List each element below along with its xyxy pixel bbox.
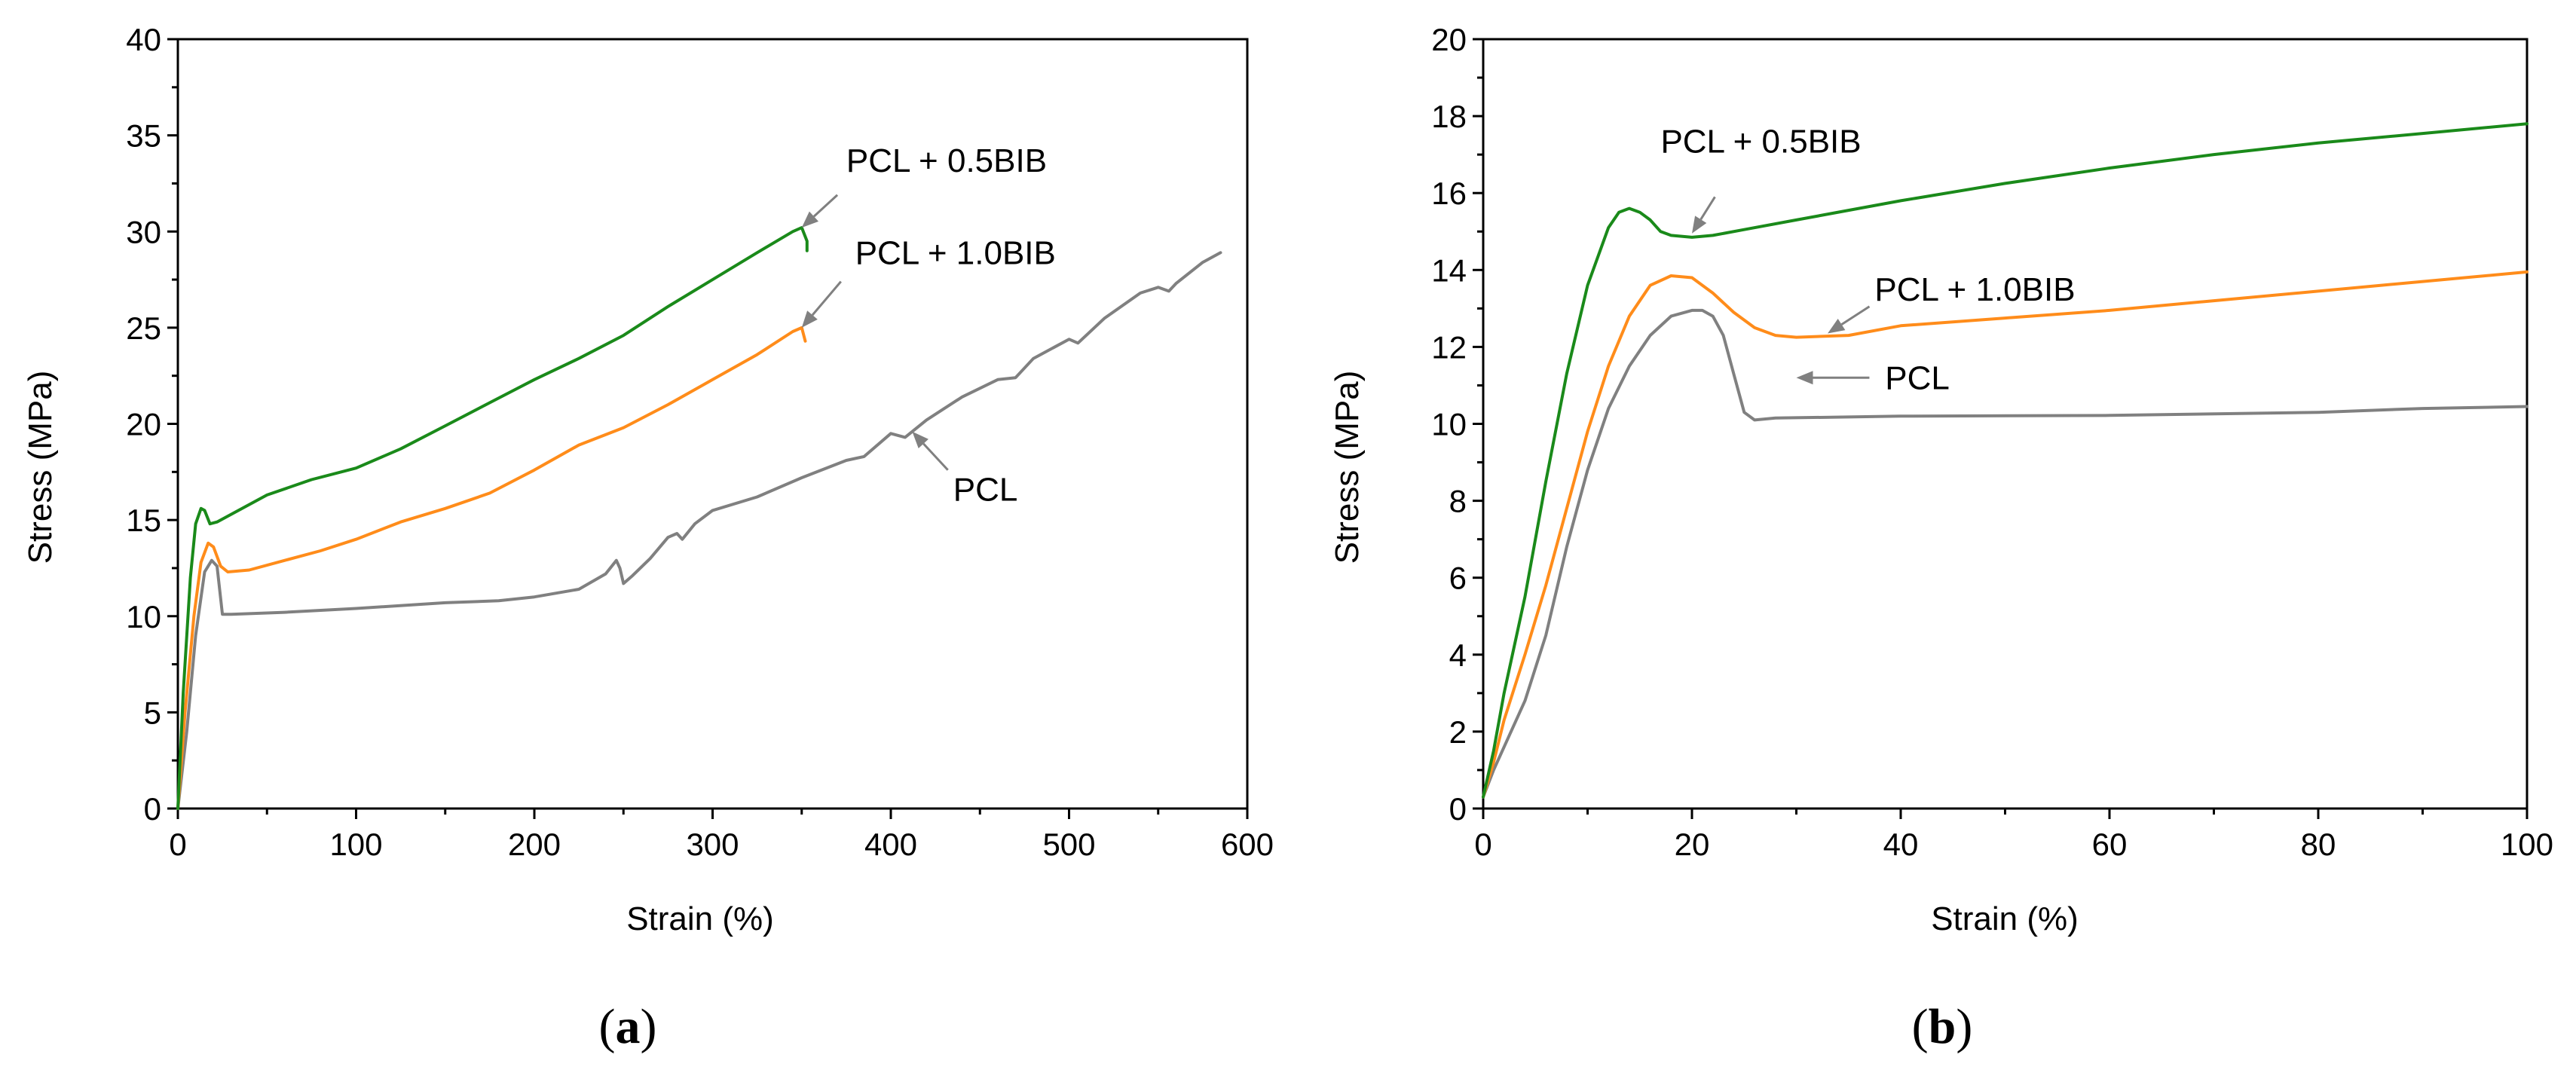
panel-b-annotations: PCL + 0.5BIB PCL + 1.0BIB PCL bbox=[1660, 124, 2075, 397]
y-tick-label: 10 bbox=[1431, 407, 1467, 442]
annotation-arrow bbox=[1840, 305, 1871, 326]
panel-a-x-axis-title: Strain (%) bbox=[626, 900, 774, 937]
x-tick-label: 300 bbox=[686, 827, 739, 862]
y-tick-label: 35 bbox=[126, 118, 161, 154]
panel-a-y-ticks: 0 5 10 15 20 25 30 35 40 bbox=[126, 22, 178, 827]
panel-a-series-group bbox=[176, 226, 1222, 810]
y-tick-label: 10 bbox=[126, 599, 161, 634]
panel-b-y-ticks: 0 2 4 6 8 10 12 14 16 18 20 bbox=[1431, 22, 1483, 827]
x-tick-label: 80 bbox=[2301, 827, 2336, 862]
panel-b-series-group bbox=[1482, 122, 2529, 799]
panel-b-plot-frame bbox=[1482, 38, 2529, 810]
series-line-pcl-0-5bib bbox=[1482, 122, 2529, 799]
annotation-arrowhead bbox=[912, 431, 929, 448]
y-tick-label: 18 bbox=[1431, 99, 1467, 134]
y-tick-label: 0 bbox=[144, 791, 161, 827]
panel-a-annotations: PCL + 0.5BIB PCL + 1.0BIB PCL bbox=[801, 142, 1056, 509]
x-tick-label: 100 bbox=[2501, 827, 2553, 862]
panel-a-x-ticks: 0 100 200 300 400 500 600 bbox=[169, 809, 1274, 862]
panel-b-x-axis-title: Strain (%) bbox=[1931, 900, 2079, 937]
series-line-pcl-0-5bib bbox=[176, 226, 809, 810]
panel-b-x-ticks: 0 20 40 60 80 100 bbox=[1474, 809, 2553, 862]
y-tick-label: 5 bbox=[144, 695, 161, 730]
annotation-arrowhead bbox=[1796, 371, 1813, 385]
series-line-pcl bbox=[176, 251, 1222, 810]
annotation-label: PCL + 0.5BIB bbox=[1660, 124, 1861, 160]
x-tick-label: 0 bbox=[1474, 827, 1491, 862]
y-tick-label: 30 bbox=[126, 214, 161, 249]
annotation-label: PCL + 1.0BIB bbox=[1874, 271, 2075, 308]
x-tick-label: 400 bbox=[864, 827, 917, 862]
y-tick-label: 15 bbox=[126, 503, 161, 538]
panel-a-y-axis-title: Stress (MPa) bbox=[22, 371, 59, 564]
annotation-arrow bbox=[922, 442, 949, 471]
y-tick-label: 0 bbox=[1449, 791, 1467, 827]
y-tick-label: 25 bbox=[126, 310, 161, 346]
annotation-label: PCL + 0.5BIB bbox=[846, 142, 1047, 179]
x-tick-label: 500 bbox=[1042, 827, 1095, 862]
x-tick-label: 0 bbox=[169, 827, 186, 862]
x-tick-label: 60 bbox=[2092, 827, 2128, 862]
panel-a-plot-frame bbox=[176, 38, 1249, 810]
y-tick-label: 14 bbox=[1431, 252, 1467, 288]
panel-a-chart: 0 5 10 15 20 25 30 35 40 0 100 200 300 400 500 600 PCL… bbox=[22, 22, 1274, 1054]
series-line-pcl-1-0bib bbox=[176, 326, 807, 810]
y-tick-label: 8 bbox=[1449, 484, 1467, 519]
y-tick-label: 6 bbox=[1449, 561, 1467, 596]
series-line-pcl bbox=[1482, 308, 2529, 799]
x-tick-label: 20 bbox=[1675, 827, 1710, 862]
x-tick-label: 200 bbox=[508, 827, 561, 862]
annotation-label: PCL + 1.0BIB bbox=[855, 235, 1056, 272]
annotation-label: PCL bbox=[1885, 360, 1950, 397]
x-tick-label: 600 bbox=[1221, 827, 1274, 862]
panel-b-y-axis-title: Stress (MPa) bbox=[1329, 371, 1366, 564]
annotation-arrowhead bbox=[1692, 216, 1707, 234]
y-tick-label: 4 bbox=[1449, 637, 1467, 673]
y-tick-label: 40 bbox=[126, 22, 161, 57]
annotation-arrowhead bbox=[801, 211, 819, 228]
x-tick-label: 40 bbox=[1883, 827, 1919, 862]
y-tick-label: 2 bbox=[1449, 714, 1467, 750]
annotation-arrowhead bbox=[801, 310, 818, 328]
y-tick-label: 16 bbox=[1431, 176, 1467, 211]
series-line-pcl-1-0bib bbox=[1482, 270, 2529, 799]
y-tick-label: 20 bbox=[126, 407, 161, 442]
annotation-label: PCL bbox=[953, 472, 1018, 509]
y-tick-label: 20 bbox=[1431, 22, 1467, 57]
annotation-arrow bbox=[1699, 196, 1716, 220]
panel-b-caption-letter: b bbox=[1929, 999, 1956, 1054]
annotation-arrowhead bbox=[1828, 319, 1846, 334]
x-tick-label: 100 bbox=[329, 827, 382, 862]
panel-b-chart: 0 2 4 6 8 10 12 14 16 18 20 0 20 40 60 80 100 PCL + 0.5… bbox=[1329, 22, 2553, 1054]
panel-a-caption-letter: a bbox=[616, 999, 641, 1054]
annotation-arrow bbox=[812, 194, 839, 218]
annotation-arrow bbox=[811, 280, 842, 316]
y-tick-label: 12 bbox=[1431, 329, 1467, 365]
panel-a-caption: (a) bbox=[599, 999, 657, 1054]
panel-b-caption: (b) bbox=[1912, 999, 1973, 1054]
